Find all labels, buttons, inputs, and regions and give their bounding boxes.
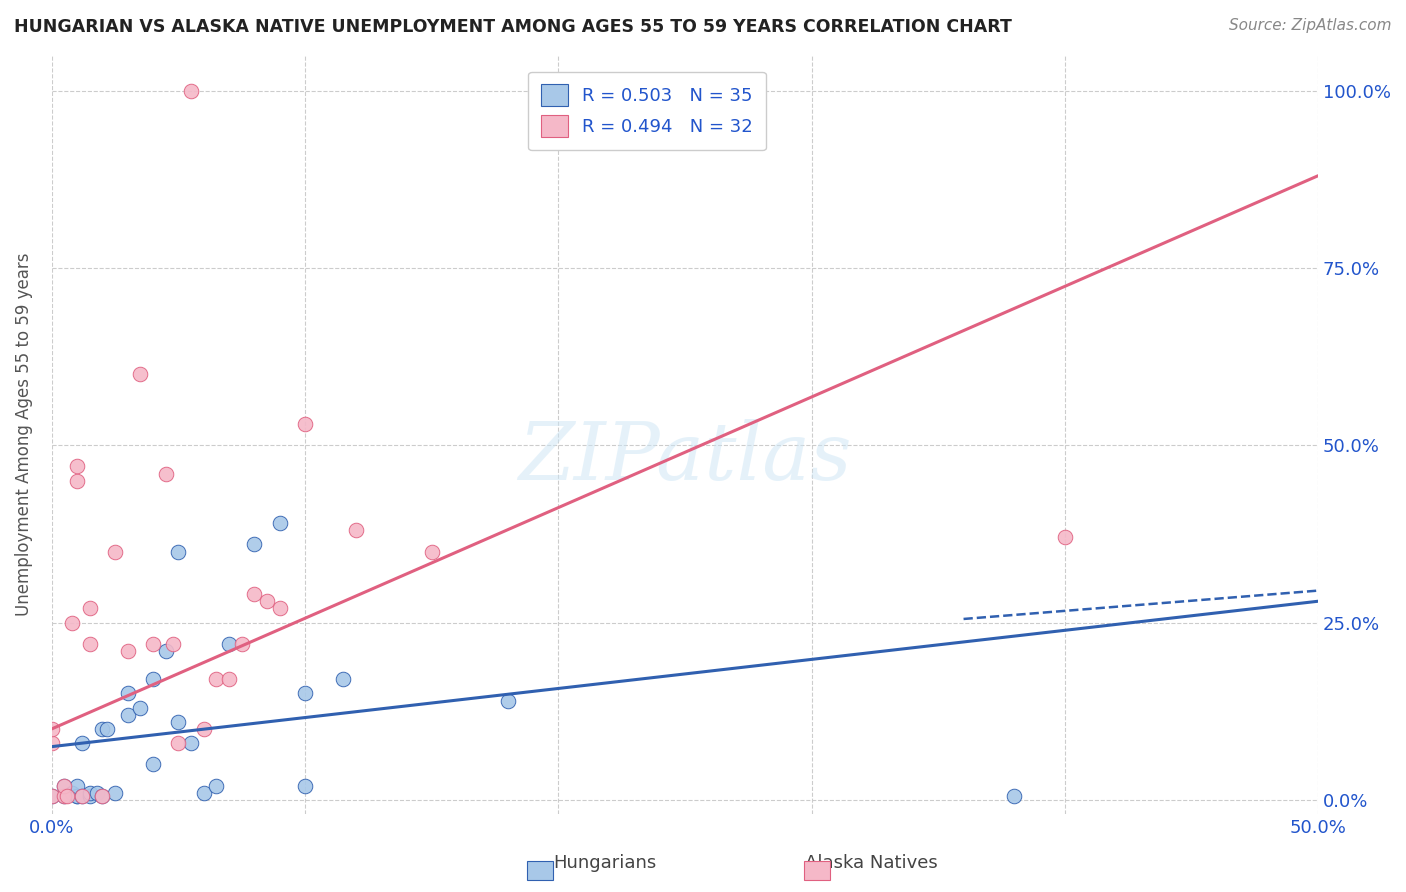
Point [269, 601, 291, 615]
Point [162, 637, 184, 651]
Point [70, 789, 93, 804]
Point [193, 786, 215, 800]
Point [205, 779, 228, 793]
Point [243, 537, 266, 551]
Text: HUNGARIAN VS ALASKA NATIVE UNEMPLOYMENT AMONG AGES 55 TO 59 YEARS CORRELATION CH: HUNGARIAN VS ALASKA NATIVE UNEMPLOYMENT … [14, 18, 1012, 36]
Point [294, 779, 316, 793]
Point [496, 693, 519, 707]
Point [86, 786, 108, 800]
Point [344, 524, 367, 538]
Point [56, 789, 79, 804]
Point [66, 459, 89, 474]
Text: Alaska Natives: Alaska Natives [806, 855, 938, 872]
Point [117, 707, 139, 722]
Point [53, 789, 76, 804]
Point [53, 789, 76, 804]
Point [91, 722, 114, 736]
Point [180, 84, 202, 98]
Point [167, 714, 190, 729]
Point [1053, 530, 1076, 544]
Point [53, 779, 76, 793]
Point [117, 686, 139, 700]
Point [155, 644, 177, 658]
Text: Hungarians: Hungarians [553, 855, 657, 872]
Point [66, 789, 89, 804]
Point [167, 544, 190, 558]
Point [180, 736, 202, 750]
Point [41, 789, 63, 804]
Point [142, 757, 165, 772]
Point [218, 672, 240, 686]
Y-axis label: Unemployment Among Ages 55 to 59 years: Unemployment Among Ages 55 to 59 years [15, 252, 32, 616]
Point [41, 736, 63, 750]
Point [129, 368, 152, 382]
Point [193, 722, 215, 736]
Point [218, 637, 240, 651]
Point [60, 615, 83, 630]
Point [66, 789, 89, 804]
Point [66, 779, 89, 793]
Point [70, 789, 93, 804]
Point [79, 789, 101, 804]
Point [104, 544, 127, 558]
Point [41, 722, 63, 736]
Point [243, 587, 266, 601]
Point [91, 789, 114, 804]
Point [96, 722, 118, 736]
Point [66, 474, 89, 488]
Point [294, 417, 316, 431]
Point [104, 786, 127, 800]
Point [155, 467, 177, 481]
Point [269, 516, 291, 531]
Point [70, 736, 93, 750]
Text: Source: ZipAtlas.com: Source: ZipAtlas.com [1229, 18, 1392, 33]
Point [53, 779, 76, 793]
Point [129, 700, 152, 714]
Point [294, 686, 316, 700]
Point [79, 786, 101, 800]
Point [117, 644, 139, 658]
Point [142, 637, 165, 651]
Text: ZIPatlas: ZIPatlas [519, 418, 852, 496]
Point [60, 786, 83, 800]
Point [41, 789, 63, 804]
Point [231, 637, 253, 651]
Legend: R = 0.503   N = 35, R = 0.494   N = 32: R = 0.503 N = 35, R = 0.494 N = 32 [529, 71, 766, 150]
Point [142, 672, 165, 686]
Point [1002, 789, 1025, 804]
Point [91, 789, 114, 804]
Point [420, 544, 443, 558]
Point [205, 672, 228, 686]
Point [256, 594, 278, 608]
Point [79, 601, 101, 615]
Point [332, 672, 354, 686]
Point [79, 637, 101, 651]
Point [167, 736, 190, 750]
